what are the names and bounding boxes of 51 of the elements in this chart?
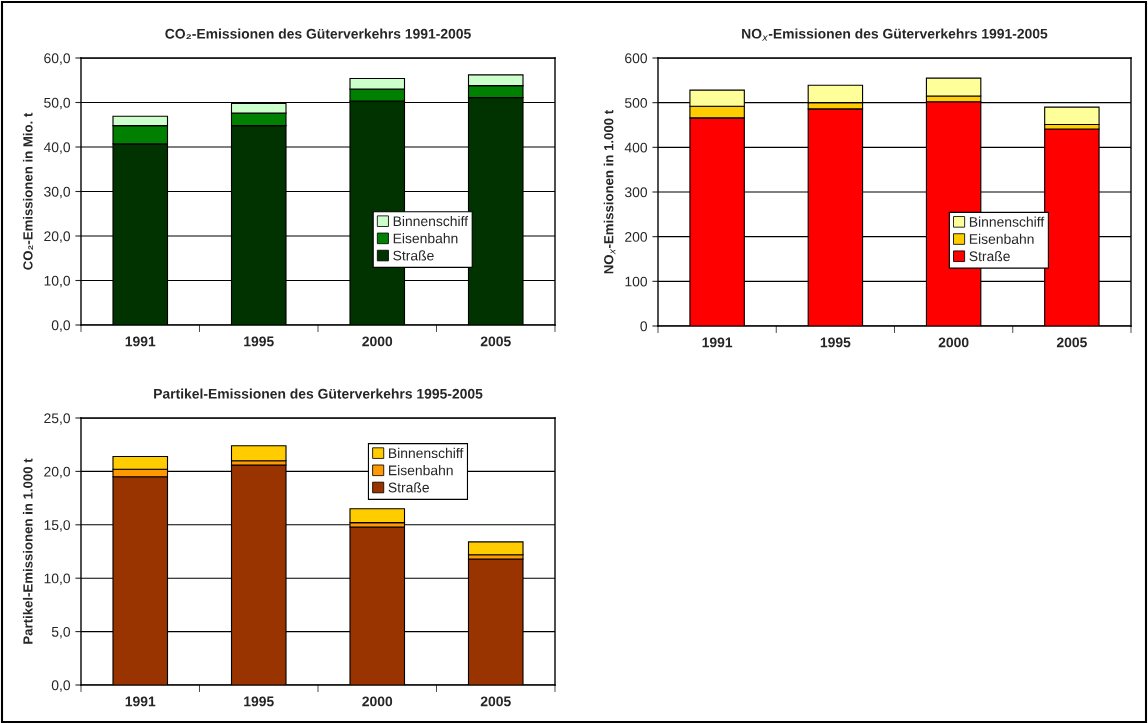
x-tick-label: 2005 [480, 336, 511, 347]
y-tick-label: 500 [624, 98, 648, 108]
chart-title: Partikel-Emissionen des Güterverkehrs 1995-2005 [154, 388, 483, 399]
bar [1044, 106, 1100, 126]
legend-label: Binnenschiff [969, 216, 1045, 227]
legend-label: Straße [969, 250, 1010, 262]
legend-label: Binnenschiff [389, 447, 464, 459]
y-tick-label: 20,0 [44, 466, 71, 479]
y-tick-label: 50,0 [44, 97, 71, 110]
y-axis-title: CO₂-Emissionen in Mio. t [22, 112, 33, 270]
y-tick-label: 40,0 [43, 142, 71, 154]
y-tick-label: 300 [624, 187, 648, 198]
y-tick-label: 600 [625, 53, 648, 64]
legend-label: Eisenbahn [393, 233, 458, 244]
y-tick-label: 30,0 [44, 186, 71, 199]
bar [230, 445, 287, 462]
chart-title: NO$_{x}$-Emissionen des Güterverkehrs 1991-2005 [742, 28, 1048, 41]
bar [349, 508, 406, 524]
y-tick-label: 25,0 [44, 413, 71, 425]
y-axis-title: NO$_{x}$-Emissionen in 1.000 t [603, 110, 616, 274]
x-tick-label: 1995 [244, 696, 274, 707]
y-tick-label: 0,0 [51, 320, 71, 332]
y-tick-label: 400 [624, 142, 648, 153]
bar [467, 541, 524, 556]
x-tick-label: 2000 [362, 696, 393, 707]
legend-label: Straße [393, 250, 434, 261]
y-tick-label: 15,0 [44, 520, 71, 532]
y-tick-label: 5,0 [51, 626, 71, 639]
x-tick-label: 1995 [820, 337, 851, 348]
y-tick-label: 100 [625, 276, 648, 287]
x-tick-label: 1995 [244, 336, 274, 347]
y-tick-label: 200 [625, 232, 648, 242]
y-tick-label: 20,0 [44, 231, 71, 243]
x-tick-label: 1991 [125, 336, 156, 347]
legend-label: Straße [388, 482, 429, 493]
x-tick-label: 2000 [362, 336, 393, 347]
y-tick-label: 10,0 [44, 275, 71, 288]
x-tick-label: 2005 [480, 696, 511, 707]
y-axis-title: Partikel-Emissionen in 1.000 t [22, 458, 33, 644]
legend-label: Eisenbahn [389, 465, 453, 476]
chart-title: CO₂-Emissionen des Güterverkehrs 1991-2005 [165, 28, 471, 39]
x-tick-label: 2000 [938, 337, 969, 348]
y-tick-label: 0,0 [51, 680, 71, 692]
y-tick-label: 60,0 [44, 53, 71, 65]
legend-label: Eisenbahn [969, 233, 1034, 245]
y-tick-label: 0 [640, 321, 648, 332]
x-tick-label: 1991 [125, 696, 156, 707]
legend-label: Binnenschiff [393, 215, 469, 227]
x-tick-label: 2005 [1056, 337, 1087, 348]
y-tick-label: 10,0 [44, 573, 71, 586]
x-tick-label: 1991 [702, 337, 733, 348]
